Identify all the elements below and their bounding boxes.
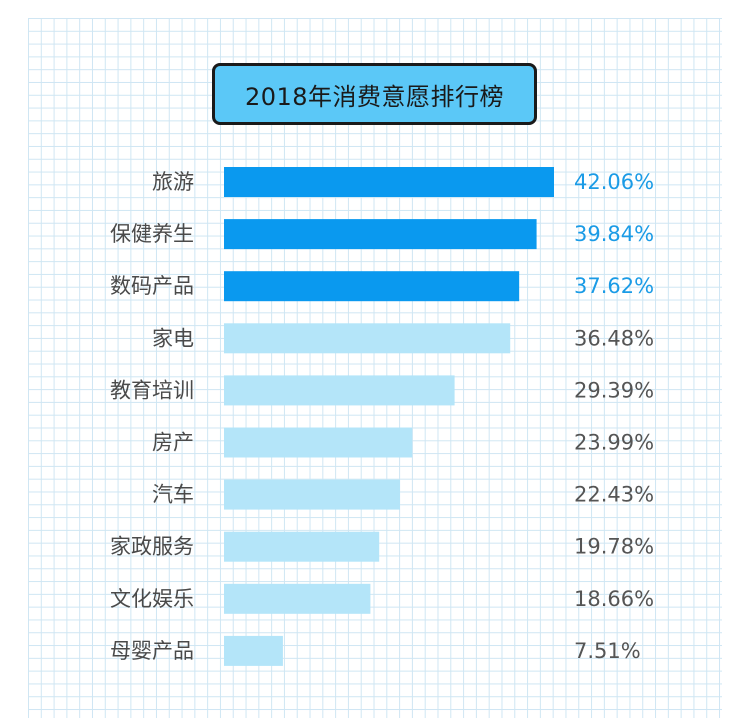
value-label: 39.84%: [574, 222, 654, 246]
value-label: 23.99%: [574, 431, 654, 455]
chart-title: 2018年消费意愿排行榜: [212, 63, 537, 125]
category-label: 家电: [152, 326, 194, 350]
bar: [224, 531, 380, 562]
bar: [224, 479, 400, 510]
bar: [224, 427, 413, 458]
bar: [224, 323, 511, 354]
bar: [224, 167, 554, 197]
bar: [224, 635, 283, 666]
bar: [224, 271, 520, 302]
category-label: 汽车: [152, 483, 194, 507]
grid-paper-background: [28, 18, 722, 718]
category-label: 保健养生: [110, 222, 194, 246]
category-label: 家政服务: [110, 535, 194, 559]
category-label: 教育培训: [110, 378, 194, 402]
value-label: 18.66%: [574, 587, 654, 611]
bar: [224, 219, 537, 250]
category-label: 文化娱乐: [110, 587, 194, 611]
value-label: 37.62%: [574, 274, 654, 298]
value-label: 19.78%: [574, 535, 654, 559]
value-label: 29.39%: [574, 378, 654, 402]
category-label: 数码产品: [110, 274, 194, 298]
category-label: 房产: [152, 431, 194, 455]
value-label: 7.51%: [574, 639, 641, 663]
bar: [224, 375, 455, 406]
value-label: 36.48%: [574, 326, 654, 350]
bar: [224, 583, 371, 614]
category-label: 母婴产品: [110, 639, 194, 663]
value-label: 42.06%: [574, 170, 654, 194]
value-label: 22.43%: [574, 483, 654, 507]
category-label: 旅游: [152, 170, 194, 194]
